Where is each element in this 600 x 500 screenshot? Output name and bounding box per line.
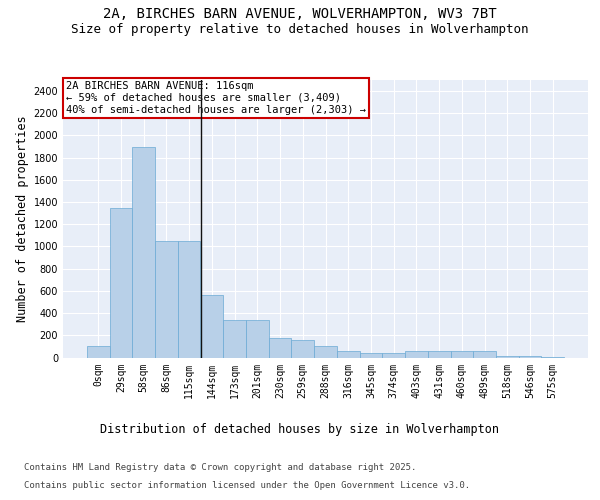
Bar [359,353,382,358]
Text: Size of property relative to detached houses in Wolverhampton: Size of property relative to detached ho… [71,22,529,36]
Bar [200,296,223,358]
Text: Contains HM Land Registry data © Crown copyright and database right 2025.: Contains HM Land Registry data © Crown c… [24,464,416,472]
Bar [155,241,178,358]
Bar [473,351,496,358]
Bar [405,351,428,358]
Bar [87,346,110,358]
Bar [314,346,337,358]
Bar [382,353,405,358]
Bar [269,338,292,357]
Bar [223,320,246,358]
Bar [246,320,269,358]
Y-axis label: Number of detached properties: Number of detached properties [16,116,29,322]
Bar [451,351,473,358]
Bar [292,340,314,357]
Bar [133,146,155,358]
Bar [541,357,564,358]
Text: Distribution of detached houses by size in Wolverhampton: Distribution of detached houses by size … [101,422,499,436]
Bar [178,241,200,358]
Text: 2A BIRCHES BARN AVENUE: 116sqm
← 59% of detached houses are smaller (3,409)
40% : 2A BIRCHES BARN AVENUE: 116sqm ← 59% of … [65,82,365,114]
Bar [110,208,133,358]
Bar [496,356,518,358]
Bar [337,351,359,358]
Text: Contains public sector information licensed under the Open Government Licence v3: Contains public sector information licen… [24,481,470,490]
Text: 2A, BIRCHES BARN AVENUE, WOLVERHAMPTON, WV3 7BT: 2A, BIRCHES BARN AVENUE, WOLVERHAMPTON, … [103,8,497,22]
Bar [428,351,451,358]
Bar [518,356,541,358]
